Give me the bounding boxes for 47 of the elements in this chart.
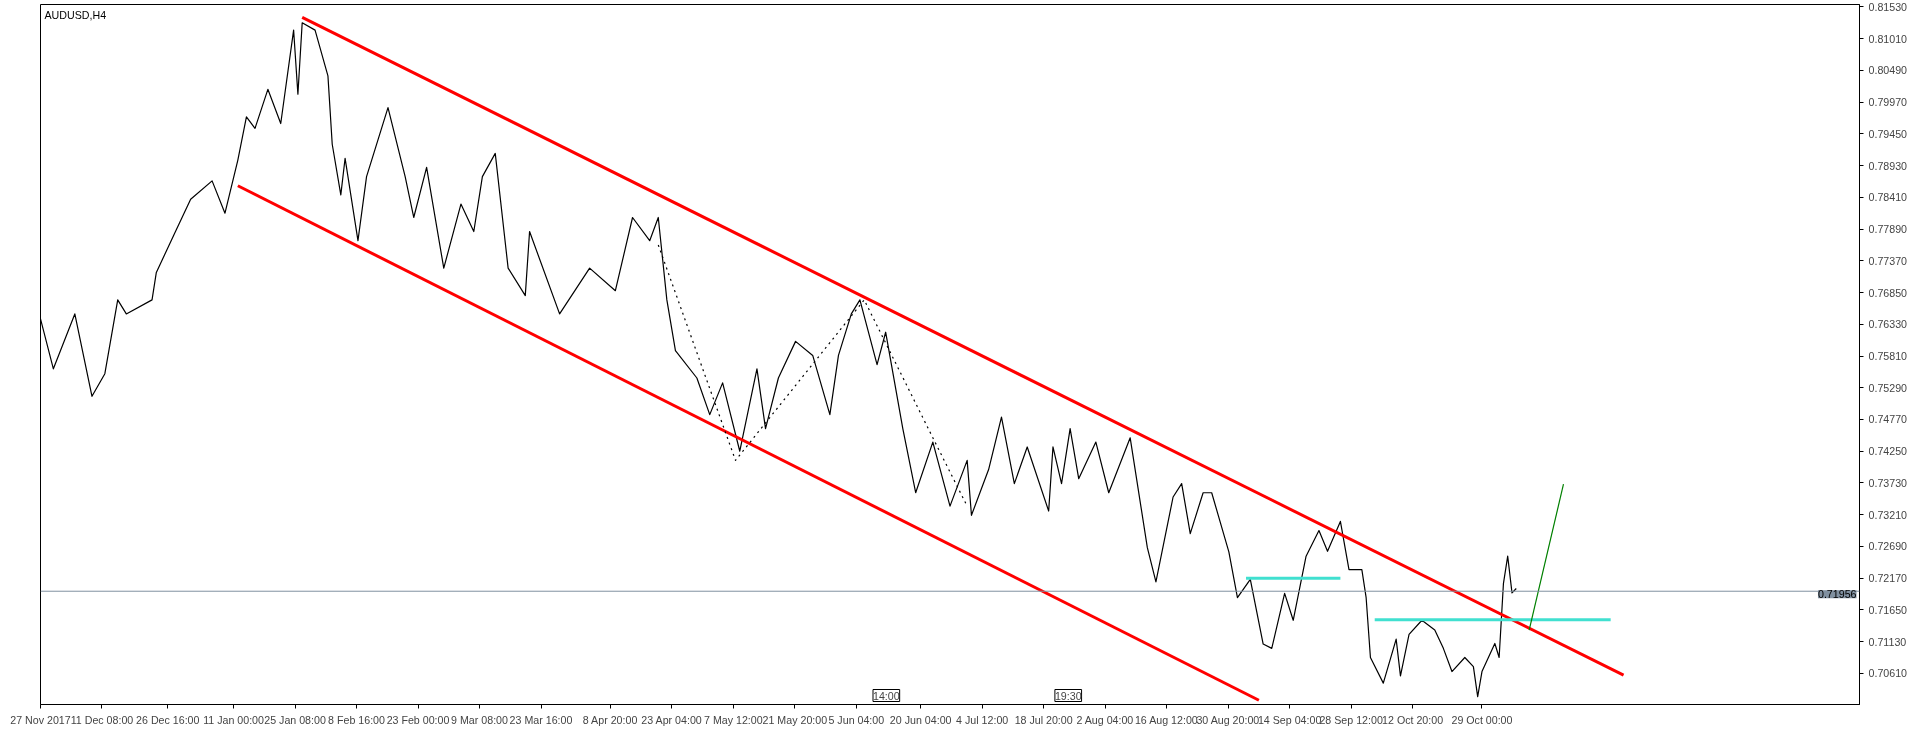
x-tick-label: 25 Jan 08:00	[264, 713, 326, 726]
ref-line-label: 0.71956	[1817, 588, 1857, 601]
y-tick-label: 0.75290	[1868, 381, 1908, 394]
x-tick-label: 11 Jan 00:00	[203, 713, 265, 726]
x-tick-label: 23 Mar 16:00	[509, 713, 573, 726]
y-tick-label: 0.80490	[1868, 64, 1908, 77]
x-tick-label: 9 Mar 08:00	[451, 713, 509, 726]
y-tick-label: 0.76850	[1868, 286, 1908, 299]
x-tick-label: 11 Dec 08:00	[70, 713, 134, 726]
x-tick-label: 28 Sep 12:00	[1319, 713, 1383, 726]
x-tick-label: 7 May 12:00	[704, 713, 763, 726]
x-tick-label: 26 Dec 16:00	[136, 713, 200, 726]
y-tick-label: 0.79970	[1868, 96, 1908, 109]
y-tick-label: 0.77890	[1868, 223, 1908, 236]
y-tick-label: 0.75810	[1868, 350, 1908, 363]
y-tick-label: 0.71130	[1868, 635, 1907, 648]
x-tick-label: 8 Apr 20:00	[582, 713, 638, 726]
y-tick-label: 0.73730	[1868, 476, 1908, 489]
x-tick-label: 5 Jun 04:00	[828, 713, 885, 726]
y-tick-label: 0.78410	[1868, 191, 1908, 204]
x-tick-label: 16 Aug 12:00	[1134, 713, 1198, 726]
y-tick-label: 0.81530	[1868, 0, 1908, 13]
x-tick-label: 4 Jul 12:00	[956, 713, 1009, 726]
x-tick-label: 23 Apr 04:00	[641, 713, 702, 726]
x-tick-label: 8 Feb 16:00	[328, 713, 386, 726]
y-tick-label: 0.70610	[1868, 667, 1908, 680]
y-tick-label: 0.74770	[1868, 413, 1908, 426]
chart-title: AUDUSD,H4	[44, 8, 107, 21]
y-tick-label: 0.72170	[1868, 572, 1908, 585]
x-tick-label: 2 Aug 04:00	[1076, 713, 1134, 726]
y-tick-label: 0.76330	[1868, 318, 1908, 331]
y-tick-label: 0.71650	[1868, 603, 1908, 616]
x-tick-label: 30 Aug 20:00	[1196, 713, 1260, 726]
y-tick-label: 0.77370	[1868, 254, 1908, 267]
y-tick-label: 0.73210	[1868, 508, 1908, 521]
x-tick-label: 18 Jul 20:00	[1014, 713, 1073, 726]
y-tick-label: 0.79450	[1868, 127, 1908, 140]
y-tick-label: 0.81010	[1868, 32, 1908, 45]
y-tick-label: 0.74250	[1868, 445, 1908, 458]
x-tick-label: 29 Oct 00:00	[1451, 713, 1513, 726]
x-tick-label: 27 Nov 2017	[10, 713, 71, 726]
y-tick-label: 0.72690	[1868, 540, 1908, 553]
x-tick-label: 21 May 20:00	[762, 713, 828, 726]
y-tick-label: 0.78930	[1868, 159, 1908, 172]
x-tick-label: 20 Jun 04:00	[889, 713, 952, 726]
x-tick-label: 12 Oct 20:00	[1382, 713, 1444, 726]
x-tick-label: 23 Feb 00:00	[386, 713, 450, 726]
